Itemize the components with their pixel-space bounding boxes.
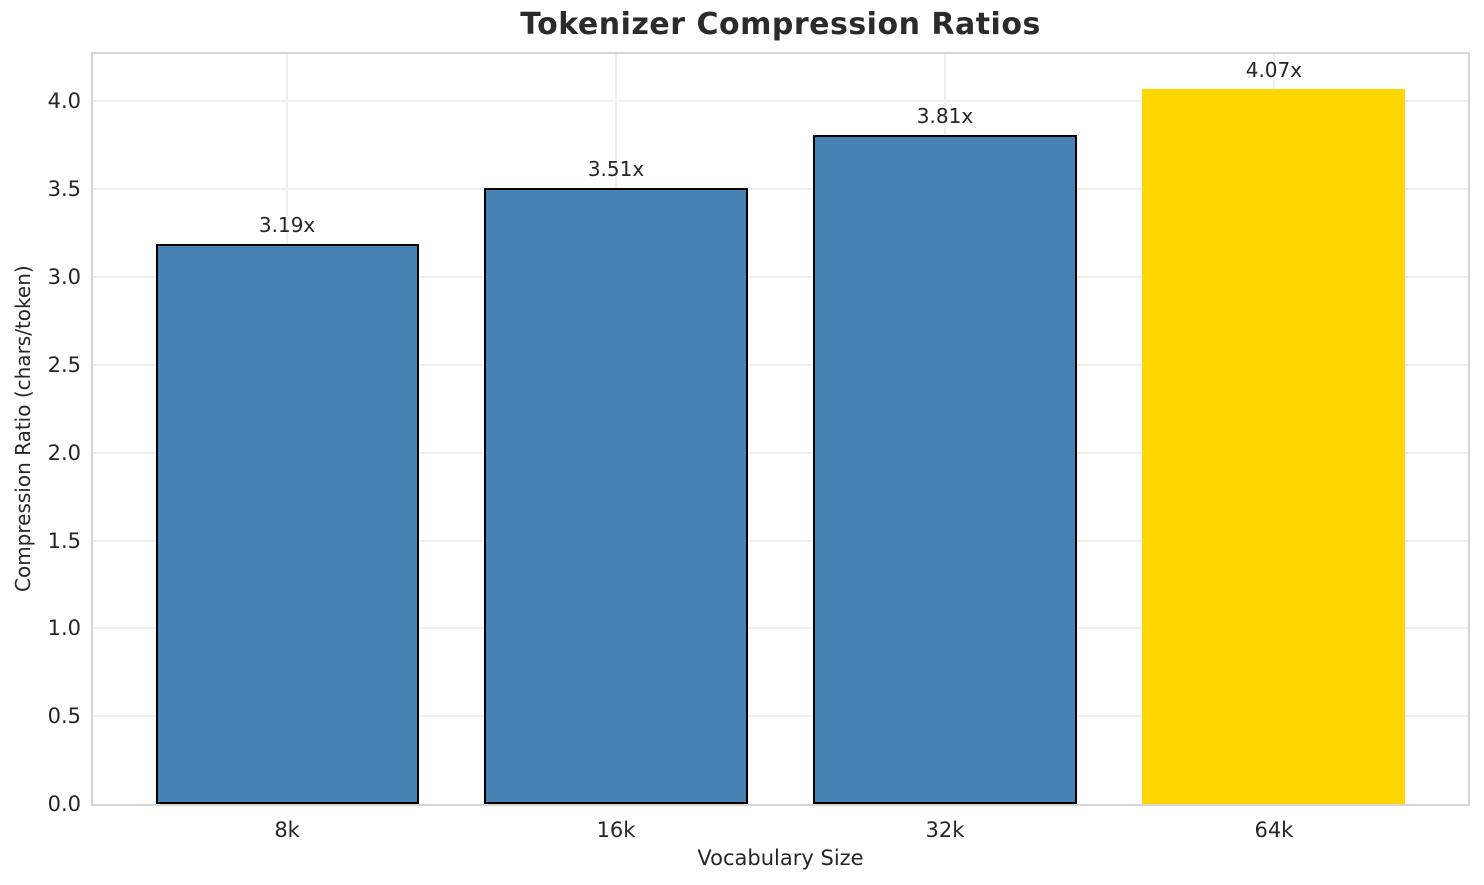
bar-value-label: 3.19x	[258, 212, 316, 237]
x-tick-label: 64k	[1254, 818, 1294, 842]
gridline-horizontal	[93, 363, 1468, 366]
x-tick-label: 8k	[274, 818, 300, 842]
gridline-horizontal	[93, 100, 1468, 103]
gridline-horizontal	[93, 451, 1468, 454]
x-tick-label: 16k	[596, 818, 636, 842]
y-tick-label: 1.0	[47, 616, 81, 641]
gridline-horizontal	[93, 627, 1468, 630]
gridline-horizontal	[93, 276, 1468, 279]
bar-value-label: 3.81x	[916, 103, 974, 128]
x-tick-label: 32k	[925, 818, 965, 842]
y-tick-label: 4.0	[47, 89, 81, 114]
plot-area: 0.0 0.5 1.0 1.5 2.0 2.5 3.0 3.5 4.0 3.19x 8k 3.51x 1…	[48, 52, 1470, 842]
y-tick-label: 2.0	[47, 440, 81, 465]
y-axis-label: Compression Ratio (chars/token)	[11, 265, 35, 593]
bar-value-label: 4.07x	[1245, 58, 1303, 83]
y-tick-label: 3.5	[47, 177, 81, 202]
chart-title: Tokenizer Compression Ratios	[520, 7, 1041, 42]
y-tick-label: 0.5	[47, 704, 81, 729]
gridline-horizontal	[93, 715, 1468, 718]
y-tick-label: 3.0	[47, 265, 81, 290]
bar-16k	[484, 187, 748, 804]
gridline-horizontal	[93, 539, 1468, 542]
y-tick-label: 2.5	[47, 352, 81, 377]
x-axis-label: Vocabulary Size	[697, 846, 864, 870]
y-tick-label: 0.0	[47, 792, 81, 816]
bar-64k	[1142, 89, 1406, 804]
y-tick-label: 1.5	[47, 528, 81, 553]
bar-32k	[813, 134, 1077, 804]
bar-value-label: 3.51x	[587, 156, 645, 181]
bar-8k	[155, 243, 419, 804]
gridline-horizontal	[93, 188, 1468, 191]
